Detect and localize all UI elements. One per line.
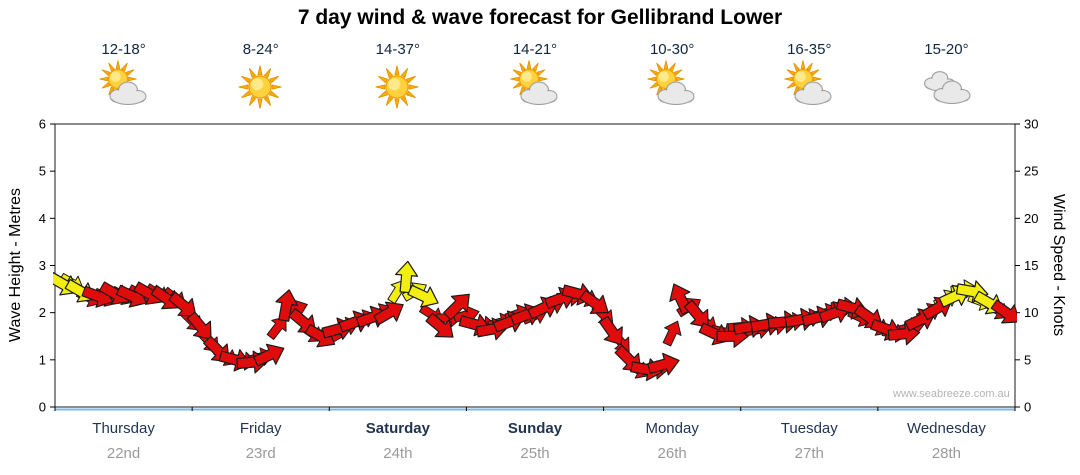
wind-arrow-band: [53, 260, 1017, 382]
day-date-22nd: 22nd: [106, 445, 141, 462]
wind-arrow: [990, 299, 1017, 324]
day-date-27th: 27th: [794, 445, 824, 462]
svg-text:20: 20: [1024, 211, 1038, 226]
wind-arrow: [647, 352, 680, 376]
svg-text:0: 0: [39, 400, 46, 415]
temp-range-tuesday: 16-35°: [787, 41, 832, 58]
chart-title: 7 day wind & wave forecast for Gellibran…: [297, 6, 783, 29]
svg-text:5: 5: [39, 164, 46, 179]
day-label-sunday: Sunday: [507, 420, 563, 437]
wind-arrow: [275, 289, 299, 322]
wind-arrow: [252, 343, 285, 367]
wind-arrow: [579, 289, 609, 314]
temp-range-thursday: 12-18°: [101, 41, 146, 58]
temp-range-saturday: 14-37°: [375, 41, 421, 58]
day-date-26th: 26th: [657, 445, 687, 462]
wind-arrow: [443, 293, 470, 321]
wind-arrow: [425, 312, 454, 338]
svg-text:1: 1: [39, 352, 46, 367]
weather-icon-sun-cloud: [96, 60, 152, 114]
temp-range-wednesday: 15-20°: [924, 41, 969, 58]
weather-icon-cloudy: [918, 60, 974, 114]
wind-arrow: [598, 315, 623, 346]
weather-icon-sun-cloud: [644, 60, 700, 114]
weather-icon-sunny: [370, 60, 426, 114]
svg-text:5: 5: [1024, 352, 1031, 367]
temp-range-sunday: 14-21°: [512, 41, 558, 58]
day-label-monday: Monday: [645, 420, 699, 437]
wind-arrow: [683, 299, 709, 328]
day-date-25th: 25th: [520, 445, 550, 462]
temp-range-monday: 10-30°: [649, 41, 695, 58]
day-date-24th: 24th: [383, 445, 413, 462]
wind-arrow: [662, 320, 682, 347]
wind-arrow: [407, 284, 439, 308]
svg-text:25: 25: [1024, 164, 1038, 179]
wind-arrow: [373, 301, 404, 326]
day-date-23rd: 23rd: [245, 445, 276, 462]
day-label-thursday: Thursday: [92, 420, 155, 437]
svg-text:15: 15: [1024, 258, 1038, 273]
day-label-wednesday: Wednesday: [906, 420, 986, 437]
wind-arrow: [168, 291, 197, 317]
bottom-axis-ticks: [54, 407, 1016, 411]
day-date-28th: 28th: [931, 445, 962, 462]
right-axis-ticks: 0 5 10 15 20 25 30: [1015, 117, 1038, 415]
temp-range-friday: 8-24°: [242, 41, 279, 58]
svg-text:3: 3: [39, 258, 46, 273]
weather-icon-sun-cloud: [507, 60, 563, 114]
weather-icon-sun-cloud: [781, 60, 837, 114]
wind-arrow: [266, 316, 287, 340]
watermark: www.seabreeze.com.au: [893, 388, 1010, 400]
svg-text:10: 10: [1024, 305, 1038, 320]
day-label-tuesday: Tuesday: [780, 420, 838, 437]
left-axis-ticks: 0 1 2 3 4 5 6: [39, 117, 55, 415]
svg-text:30: 30: [1024, 117, 1038, 132]
svg-text:6: 6: [39, 117, 46, 132]
plot-frame: [54, 123, 1016, 408]
svg-text:4: 4: [39, 211, 46, 226]
day-label-friday: Friday: [239, 420, 282, 437]
weather-icon-sunny: [233, 60, 289, 114]
svg-text:0: 0: [1024, 400, 1031, 415]
day-label-saturday: Saturday: [365, 420, 430, 437]
wind-arrow: [186, 311, 212, 340]
svg-text:2: 2: [39, 305, 46, 320]
